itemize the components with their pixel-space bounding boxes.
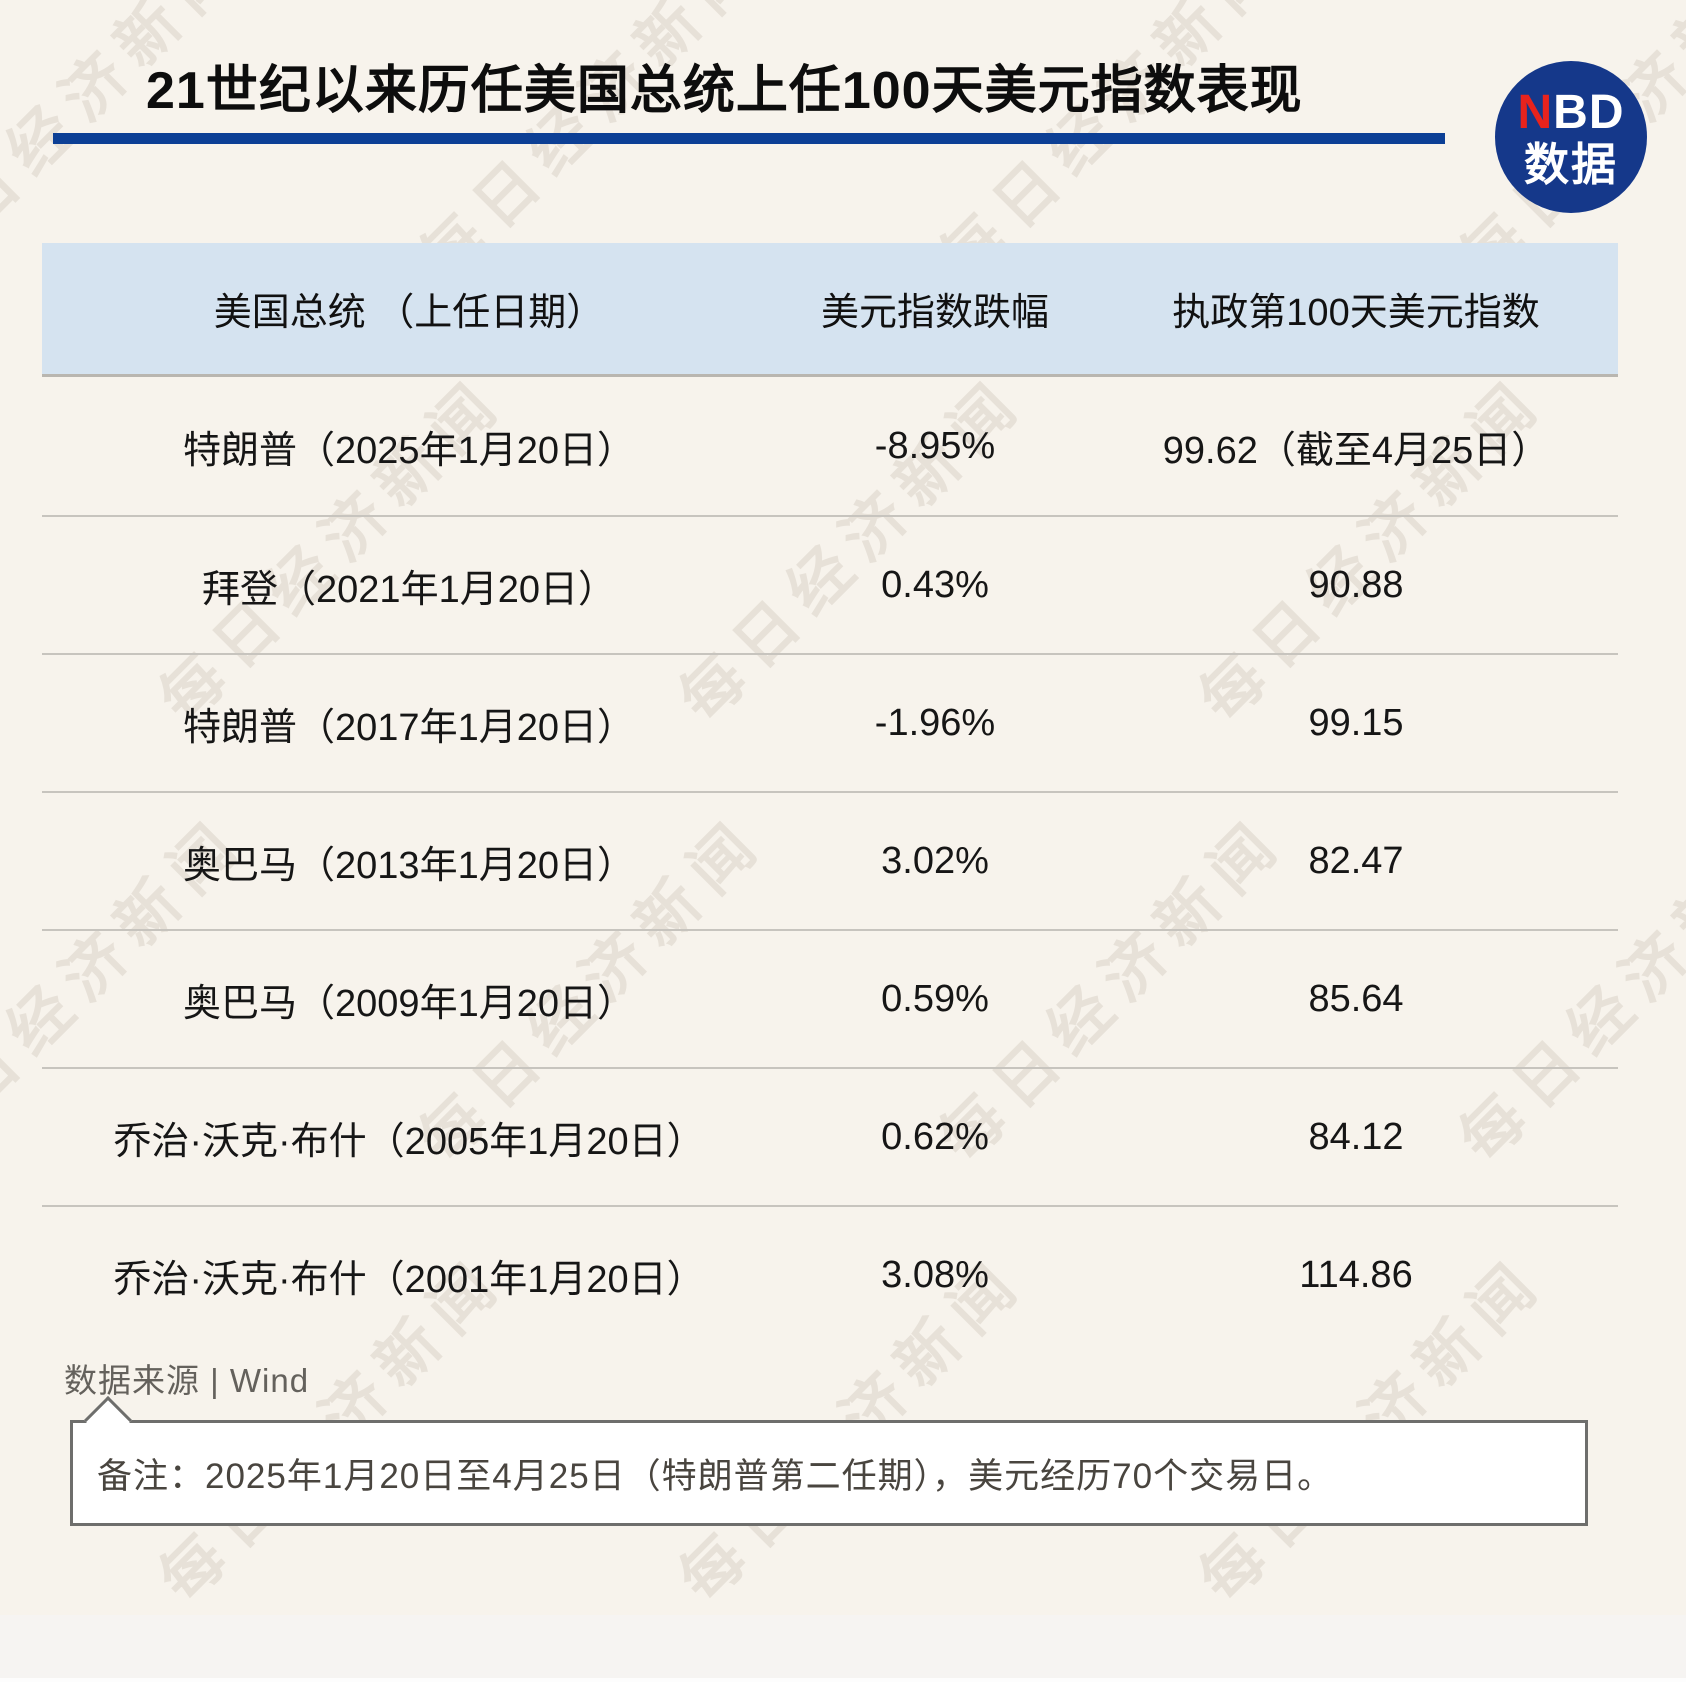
cell-president: 特朗普（2017年1月20日） [183,706,635,749]
cell-change: 0.62% [881,1115,989,1158]
header-cell-index: 执政第100天美元指数 [1172,292,1540,334]
table-row: 奥巴马（2009年1月20日） 0.59% 85.64 [42,929,1618,1067]
logo-letter-n: N [1517,86,1554,139]
cell-change: 0.43% [881,563,989,606]
cell-president: 乔治·沃克·布什（2005年1月20日） [113,1120,705,1163]
cell-president: 奥巴马（2009年1月20日） [183,982,635,1025]
bottom-strip [0,1678,1686,1682]
cell-index: 85.64 [1308,977,1404,1020]
logo-letters-bd: BD [1553,86,1625,139]
page-title: 21世纪以来历任美国总统上任100天美元指数表现 [146,62,1303,120]
cell-change: -1.96% [874,701,996,744]
table-row: 特朗普（2025年1月20日） -8.95% 99.62（截至4月25日） [42,377,1618,515]
cell-president: 乔治·沃克·布什（2001年1月20日） [113,1258,705,1301]
cell-president: 奥巴马（2013年1月20日） [183,844,635,887]
cell-change: -8.95% [874,424,996,467]
table-row: 特朗普（2017年1月20日） -1.96% 99.15 [42,653,1618,791]
cell-index: 114.86 [1299,1253,1413,1296]
cell-index: 82.47 [1308,839,1404,882]
cell-index: 99.15 [1308,701,1404,744]
header-cell-change: 美元指数跌幅 [820,292,1049,334]
table-row: 乔治·沃克·布什（2005年1月20日） 0.62% 84.12 [42,1067,1618,1205]
note-box: 备注：2025年1月20日至4月25日（特朗普第二任期），美元经历70个交易日。 [70,1420,1588,1526]
title-underline [53,133,1445,144]
nbd-logo: NBD 数据 [1495,61,1647,213]
cell-index: 99.62（截至4月25日） [1162,429,1550,472]
cell-change: 0.59% [881,977,989,1020]
cell-index: 90.88 [1308,563,1404,606]
logo-text-nbd: NBD [1495,89,1647,137]
bottom-band [0,1615,1686,1678]
header-cell-president: 美国总统 （上任日期） [213,292,605,334]
cell-president: 拜登（2021年1月20日） [202,568,616,611]
cell-president: 特朗普（2025年1月20日） [183,429,635,472]
table-row: 拜登（2021年1月20日） 0.43% 90.88 [42,515,1618,653]
source-label: 数据来源 | Wind [64,1362,310,1399]
cell-change: 3.02% [881,839,989,882]
table-row: 乔治·沃克·布什（2001年1月20日） 3.08% 114.86 [42,1205,1618,1343]
table-row: 奥巴马（2013年1月20日） 3.02% 82.47 [42,791,1618,929]
table-header-row: 美国总统 （上任日期） 美元指数跌幅 执政第100天美元指数 [42,243,1618,377]
note-text: 备注：2025年1月20日至4月25日（特朗普第二任期），美元经历70个交易日。 [97,1456,1334,1496]
data-table: 美国总统 （上任日期） 美元指数跌幅 执政第100天美元指数 特朗普（2025年… [42,243,1618,1343]
cell-index: 84.12 [1308,1115,1404,1158]
logo-text-cn: 数据 [1523,139,1618,190]
cell-change: 3.08% [881,1253,989,1296]
